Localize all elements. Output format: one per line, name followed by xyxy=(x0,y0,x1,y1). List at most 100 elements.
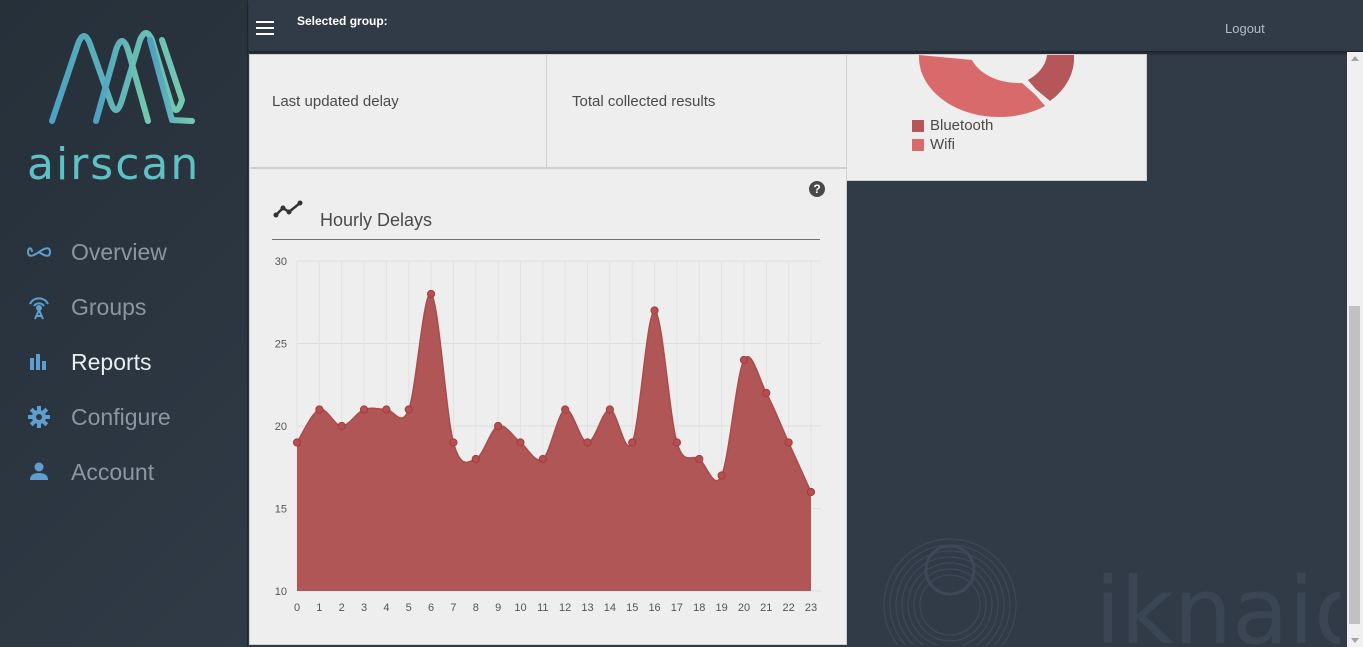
x-tick-label: 6 xyxy=(428,602,434,614)
donut-card: Bluetooth Wifi xyxy=(846,54,1147,181)
last-updated-label: Last updated delay xyxy=(272,93,399,110)
x-tick-label: 9 xyxy=(495,602,501,614)
data-point xyxy=(494,421,503,431)
data-point xyxy=(292,438,302,447)
chart-title-divider xyxy=(272,239,820,240)
legend-wifi-label: Wifi xyxy=(930,136,955,153)
x-tick-label: 15 xyxy=(626,602,638,614)
bar-chart-icon xyxy=(26,349,56,375)
x-tick-label: 23 xyxy=(805,602,817,614)
x-tick-label: 20 xyxy=(738,602,750,614)
hourly-delays-card: Hourly Delays ? 10 15 20 25 30 0 1 2 3 4 5 6 7 8 9 10 11… xyxy=(249,168,847,645)
data-point xyxy=(784,438,793,447)
nav-item-configure-label: Configure xyxy=(71,403,171,430)
data-point xyxy=(739,355,749,365)
scroll-up-arrow-icon[interactable] xyxy=(1351,56,1359,61)
chart-title: Hourly Delays xyxy=(320,210,433,230)
delay-area xyxy=(297,293,811,591)
x-tick-label: 8 xyxy=(473,602,479,614)
brand-wordmark: airscan xyxy=(27,139,201,190)
x-tick-label: 7 xyxy=(450,602,456,614)
x-tick-label: 13 xyxy=(581,602,593,614)
sidebar: airscan Overview Groups Reports Configur… xyxy=(0,0,248,647)
top-bar: Selected group: Logout xyxy=(249,3,1363,52)
antenna-icon xyxy=(26,294,56,320)
legend-bluetooth-label: Bluetooth xyxy=(930,117,994,134)
nav-item-groups[interactable]: Groups xyxy=(26,287,236,327)
x-tick-label: 12 xyxy=(559,602,571,614)
data-point xyxy=(672,438,682,447)
data-point xyxy=(382,405,391,414)
y-tick-label: 25 xyxy=(275,339,287,351)
donut-chart xyxy=(918,55,1075,118)
data-point xyxy=(583,438,592,447)
scroll-thumb[interactable] xyxy=(1349,306,1360,624)
page-scrollbar[interactable] xyxy=(1347,52,1363,647)
x-tick-label: 4 xyxy=(383,602,389,614)
x-tick-label: 16 xyxy=(648,602,660,614)
logout-link[interactable]: Logout xyxy=(1225,21,1265,36)
nav-item-overview[interactable]: Overview xyxy=(26,232,236,272)
legend-swatch xyxy=(912,119,924,132)
nav-item-configure[interactable]: Configure xyxy=(26,397,236,437)
x-tick-label: 5 xyxy=(406,602,412,614)
brand-mark-icon xyxy=(49,30,195,124)
last-updated-card: Last updated delay xyxy=(249,54,547,168)
data-point xyxy=(471,454,480,464)
infinity-icon xyxy=(26,239,56,265)
data-point xyxy=(359,405,369,414)
data-point xyxy=(404,405,413,414)
data-point xyxy=(337,421,346,431)
x-tick-label: 14 xyxy=(604,602,616,614)
data-point xyxy=(315,405,324,414)
line-chart-icon xyxy=(273,200,303,218)
nav-item-reports[interactable]: Reports xyxy=(26,342,236,382)
x-tick-label: 21 xyxy=(760,602,772,614)
help-icon[interactable]: ? xyxy=(809,181,825,197)
x-tick-label: 18 xyxy=(693,602,705,614)
gear-icon xyxy=(26,404,56,430)
watermark-text: iknaio xyxy=(1095,558,1340,645)
data-point xyxy=(717,471,726,480)
data-point xyxy=(605,405,614,414)
x-tick-label: 1 xyxy=(316,602,322,614)
legend-swatch xyxy=(912,138,924,151)
data-point xyxy=(695,454,704,464)
brand-logo: airscan xyxy=(0,0,248,200)
nav-item-account-label: Account xyxy=(71,458,155,485)
data-point xyxy=(806,487,816,497)
x-tick-label: 2 xyxy=(339,602,345,614)
x-tick-label: 3 xyxy=(361,602,367,614)
data-point xyxy=(538,454,547,464)
x-tick-label: 19 xyxy=(715,602,727,614)
total-collected-label: Total collected results xyxy=(572,93,716,110)
scroll-down-arrow-icon[interactable] xyxy=(1351,638,1359,643)
y-tick-label: 10 xyxy=(275,586,287,598)
nav-item-groups-label: Groups xyxy=(71,293,147,320)
nav-item-overview-label: Overview xyxy=(71,238,167,265)
data-point xyxy=(628,438,637,447)
x-tick-label: 22 xyxy=(783,602,795,614)
y-tick-label: 30 xyxy=(275,256,287,268)
data-point xyxy=(449,438,458,447)
selected-group-label: Selected group: xyxy=(297,14,388,28)
data-point xyxy=(426,289,436,299)
y-tick-label: 15 xyxy=(275,504,287,516)
x-tick-label: 17 xyxy=(671,602,683,614)
y-tick-label: 20 xyxy=(275,421,287,433)
person-icon xyxy=(26,459,56,485)
iknaio-watermark: iknaio xyxy=(883,538,1340,645)
legend-bluetooth: Bluetooth xyxy=(912,117,993,134)
x-tick-label: 11 xyxy=(537,602,548,614)
nav-item-account[interactable]: Account xyxy=(26,452,236,492)
data-point xyxy=(516,438,525,447)
data-point xyxy=(561,405,570,414)
x-tick-label: 10 xyxy=(514,602,526,614)
x-tick-label: 0 xyxy=(294,602,300,614)
data-point xyxy=(650,306,659,315)
nav-item-reports-label: Reports xyxy=(71,348,152,375)
total-collected-card: Total collected results xyxy=(546,54,847,168)
hamburger-menu-icon[interactable] xyxy=(256,21,274,35)
legend-wifi: Wifi xyxy=(912,136,955,153)
